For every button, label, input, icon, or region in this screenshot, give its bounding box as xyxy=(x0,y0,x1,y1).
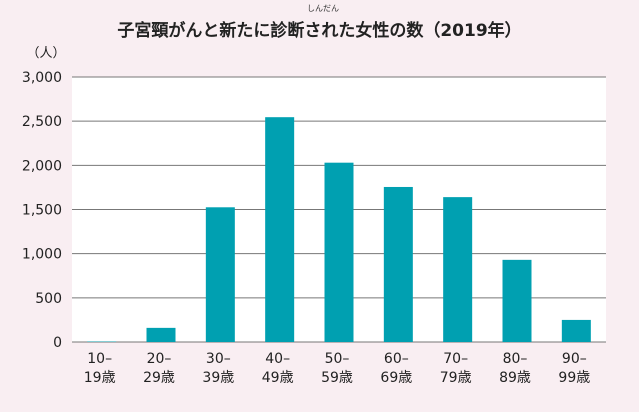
y-tick-label: 0 xyxy=(53,335,62,351)
chart-title: 子宮頸がんと新たに診断された女性の数（2019年） xyxy=(117,21,522,41)
x-tick-label: 10– xyxy=(87,351,112,367)
bar xyxy=(561,319,591,342)
x-tick-label: 89歳 xyxy=(499,370,531,386)
bars xyxy=(87,117,591,342)
x-tick-label: 60– xyxy=(384,351,409,367)
y-tick-label: 1,000 xyxy=(22,247,62,263)
x-tick-label: 59歳 xyxy=(321,370,353,386)
bar xyxy=(324,162,354,342)
x-tick-label: 40– xyxy=(265,351,290,367)
x-tick-label: 20– xyxy=(147,351,172,367)
bar xyxy=(205,207,235,342)
x-axis-tick-labels: 10– 19歳 20– 29歳 30– 39歳 40– 49歳 50– 59歳 60– 69歳 70– 7… xyxy=(84,351,590,386)
x-tick-label: 30– xyxy=(206,351,231,367)
y-tick-label: 2,500 xyxy=(22,114,62,130)
bar xyxy=(146,327,176,342)
y-tick-label: 3,000 xyxy=(22,70,62,86)
bar xyxy=(265,117,295,342)
x-tick-label: 90– xyxy=(562,351,587,367)
y-axis-tick-labels: 0 500 1,000 1,500 2,000 2,500 3,000 xyxy=(22,70,62,351)
y-tick-label: 1,500 xyxy=(22,203,62,219)
x-tick-label: 70– xyxy=(443,351,468,367)
x-tick-label: 99歳 xyxy=(558,370,590,386)
x-tick-label: 79歳 xyxy=(440,370,472,386)
y-axis-label: （人） xyxy=(26,46,65,61)
x-tick-label: 19歳 xyxy=(84,370,116,386)
bar xyxy=(502,259,532,342)
bar xyxy=(383,186,413,342)
y-tick-label: 500 xyxy=(35,291,62,307)
x-tick-label: 49歳 xyxy=(262,370,294,386)
title-ruby: しんだん xyxy=(307,4,339,13)
x-tick-label: 39歳 xyxy=(202,370,234,386)
y-tick-label: 2,000 xyxy=(22,158,62,174)
x-tick-label: 29歳 xyxy=(143,370,175,386)
bar xyxy=(443,197,473,342)
x-tick-label: 69歳 xyxy=(380,370,412,386)
x-tick-label: 50– xyxy=(325,351,350,367)
x-tick-label: 80– xyxy=(503,351,528,367)
